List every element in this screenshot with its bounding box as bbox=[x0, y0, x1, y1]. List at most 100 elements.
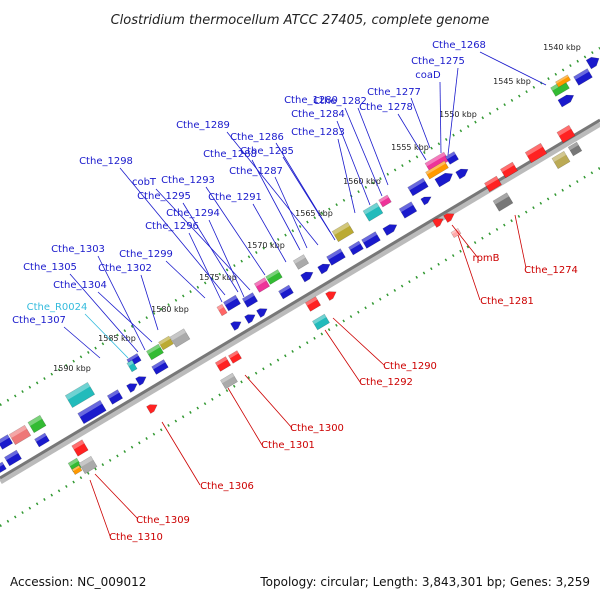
forward-gene-block bbox=[326, 248, 346, 266]
leader-line bbox=[89, 479, 111, 537]
leader-line bbox=[282, 156, 331, 233]
gene-label[interactable]: rpmB bbox=[472, 253, 499, 264]
leader-line bbox=[397, 113, 427, 161]
kbp-tick-label: 1545 kbp bbox=[493, 77, 531, 86]
forward-gene-block bbox=[34, 432, 50, 448]
forward-gene-block bbox=[244, 314, 256, 324]
leader-line bbox=[119, 167, 226, 296]
forward-gene-block bbox=[151, 359, 169, 375]
reverse-gene-block bbox=[220, 372, 238, 390]
reverse-gene-block bbox=[524, 142, 548, 164]
kbp-tick-label: 1580 kbp bbox=[151, 305, 189, 314]
forward-gene-block bbox=[169, 328, 191, 348]
gene-label[interactable]: Cthe_1303 bbox=[51, 244, 105, 255]
reverse-gene-block bbox=[78, 455, 98, 475]
gene-label[interactable]: Cthe_1268 bbox=[432, 40, 486, 51]
leader-line bbox=[514, 214, 527, 269]
gene-label[interactable]: Cthe_1305 bbox=[23, 262, 77, 273]
forward-gene-block bbox=[555, 74, 571, 88]
kbp-tick-label: 1565 kbp bbox=[295, 209, 333, 218]
leader-line bbox=[336, 120, 371, 206]
gene-label[interactable]: Cthe_1274 bbox=[524, 265, 578, 276]
forward-gene-block bbox=[425, 160, 449, 180]
leader-line bbox=[439, 81, 442, 154]
forward-gene-block bbox=[64, 381, 96, 409]
gene-label[interactable]: Cthe_1299 bbox=[119, 249, 173, 260]
forward-gene-block bbox=[265, 269, 283, 285]
gene-label[interactable]: Cthe_1310 bbox=[109, 532, 163, 543]
gene-label[interactable]: coaD bbox=[415, 70, 441, 81]
reverse-gene-block bbox=[450, 228, 462, 238]
leader-line bbox=[457, 234, 481, 301]
reverse-gene-block bbox=[484, 175, 502, 193]
gene-label[interactable]: Cthe_1298 bbox=[79, 156, 133, 167]
forward-gene-block bbox=[361, 231, 381, 249]
kbp-tick-label: 1575 kbp bbox=[199, 273, 237, 282]
kbp-tick-label: 1590 kbp bbox=[53, 364, 91, 373]
gene-label[interactable]: Cthe_1306 bbox=[200, 481, 254, 492]
gene-label[interactable]: Cthe_1309 bbox=[136, 515, 190, 526]
forward-gene-block bbox=[348, 240, 364, 256]
gene-label[interactable]: Cthe_1295 bbox=[137, 191, 191, 202]
leader-line bbox=[84, 313, 129, 359]
leader-line bbox=[208, 219, 245, 298]
leader-line bbox=[451, 224, 479, 259]
gene-label[interactable]: Cthe_1304 bbox=[53, 280, 107, 291]
gene-label[interactable]: Cthe_1288 bbox=[203, 149, 257, 160]
gene-label[interactable]: Cthe_1291 bbox=[208, 192, 262, 203]
leader-line bbox=[165, 260, 206, 299]
kbp-tick-label: 1550 kbp bbox=[439, 110, 477, 119]
forward-gene-block bbox=[106, 389, 124, 405]
gene-label[interactable]: Cthe_1284 bbox=[291, 109, 345, 120]
gene-label[interactable]: Cthe_1282 bbox=[313, 96, 367, 107]
gene-label[interactable]: Cthe_R0024 bbox=[27, 302, 88, 313]
gene-label[interactable]: Cthe_1281 bbox=[480, 296, 534, 307]
forward-gene-block bbox=[585, 56, 600, 70]
leader-line bbox=[97, 291, 153, 343]
forward-gene-block bbox=[223, 294, 241, 312]
gene-label[interactable]: Cthe_1283 bbox=[291, 127, 345, 138]
leader-line bbox=[324, 329, 361, 383]
gene-label[interactable]: Cthe_1302 bbox=[98, 263, 152, 274]
reverse-gene-block bbox=[500, 161, 518, 179]
topology-text: Topology: circular; Length: 3,843,301 bp… bbox=[259, 575, 590, 589]
reverse-gene-block bbox=[214, 356, 232, 372]
gene-label[interactable]: cobT bbox=[132, 177, 157, 188]
gene-label[interactable]: Cthe_1275 bbox=[411, 56, 465, 67]
forward-gene-block bbox=[77, 399, 107, 425]
gene-label[interactable]: Cthe_1293 bbox=[161, 175, 215, 186]
kbp-tick-label: 1540 kbp bbox=[543, 43, 581, 52]
gene-label[interactable]: Cthe_1296 bbox=[145, 221, 199, 232]
reverse-gene-block bbox=[492, 192, 514, 212]
gene-label[interactable]: Cthe_1287 bbox=[229, 166, 283, 177]
kbp-tick-label: 1560 kbp bbox=[343, 177, 381, 186]
gene-label[interactable]: Cthe_1280 bbox=[284, 95, 338, 106]
reverse-gene-block bbox=[556, 124, 576, 144]
map-title: Clostridium thermocellum ATCC 27405, com… bbox=[111, 13, 490, 28]
gene-label[interactable]: Cthe_1294 bbox=[166, 208, 220, 219]
leader-line bbox=[97, 255, 146, 351]
accession-text: Accession: NC_009012 bbox=[10, 575, 146, 589]
gene-label[interactable]: Cthe_1277 bbox=[367, 87, 421, 98]
forward-gene-block bbox=[158, 335, 174, 351]
reverse-gene-block bbox=[71, 465, 83, 475]
gene-label[interactable]: Cthe_1290 bbox=[383, 361, 437, 372]
forward-gene-block bbox=[557, 94, 575, 108]
gene-label[interactable]: Cthe_1289 bbox=[176, 120, 230, 131]
gene-label[interactable]: Cthe_1285 bbox=[240, 146, 294, 157]
leader-line bbox=[182, 202, 239, 293]
forward-gene-block bbox=[398, 201, 418, 219]
gene-label[interactable]: Cthe_1278 bbox=[359, 102, 413, 113]
forward-gene-block bbox=[135, 376, 147, 386]
reverse-gene-block bbox=[443, 213, 455, 223]
reverse-gene-block bbox=[567, 141, 583, 157]
forward-gene-block bbox=[126, 383, 138, 393]
gene-label[interactable]: Cthe_1292 bbox=[359, 377, 413, 388]
gene-label[interactable]: Cthe_1300 bbox=[290, 423, 344, 434]
forward-strand-genes bbox=[0, 56, 600, 475]
forward-gene-block bbox=[0, 461, 7, 475]
gene-label[interactable]: Cthe_1301 bbox=[261, 440, 315, 451]
reverse-gene-block bbox=[71, 439, 89, 457]
gene-label[interactable]: Cthe_1286 bbox=[230, 132, 284, 143]
gene-label[interactable]: Cthe_1307 bbox=[12, 315, 66, 326]
